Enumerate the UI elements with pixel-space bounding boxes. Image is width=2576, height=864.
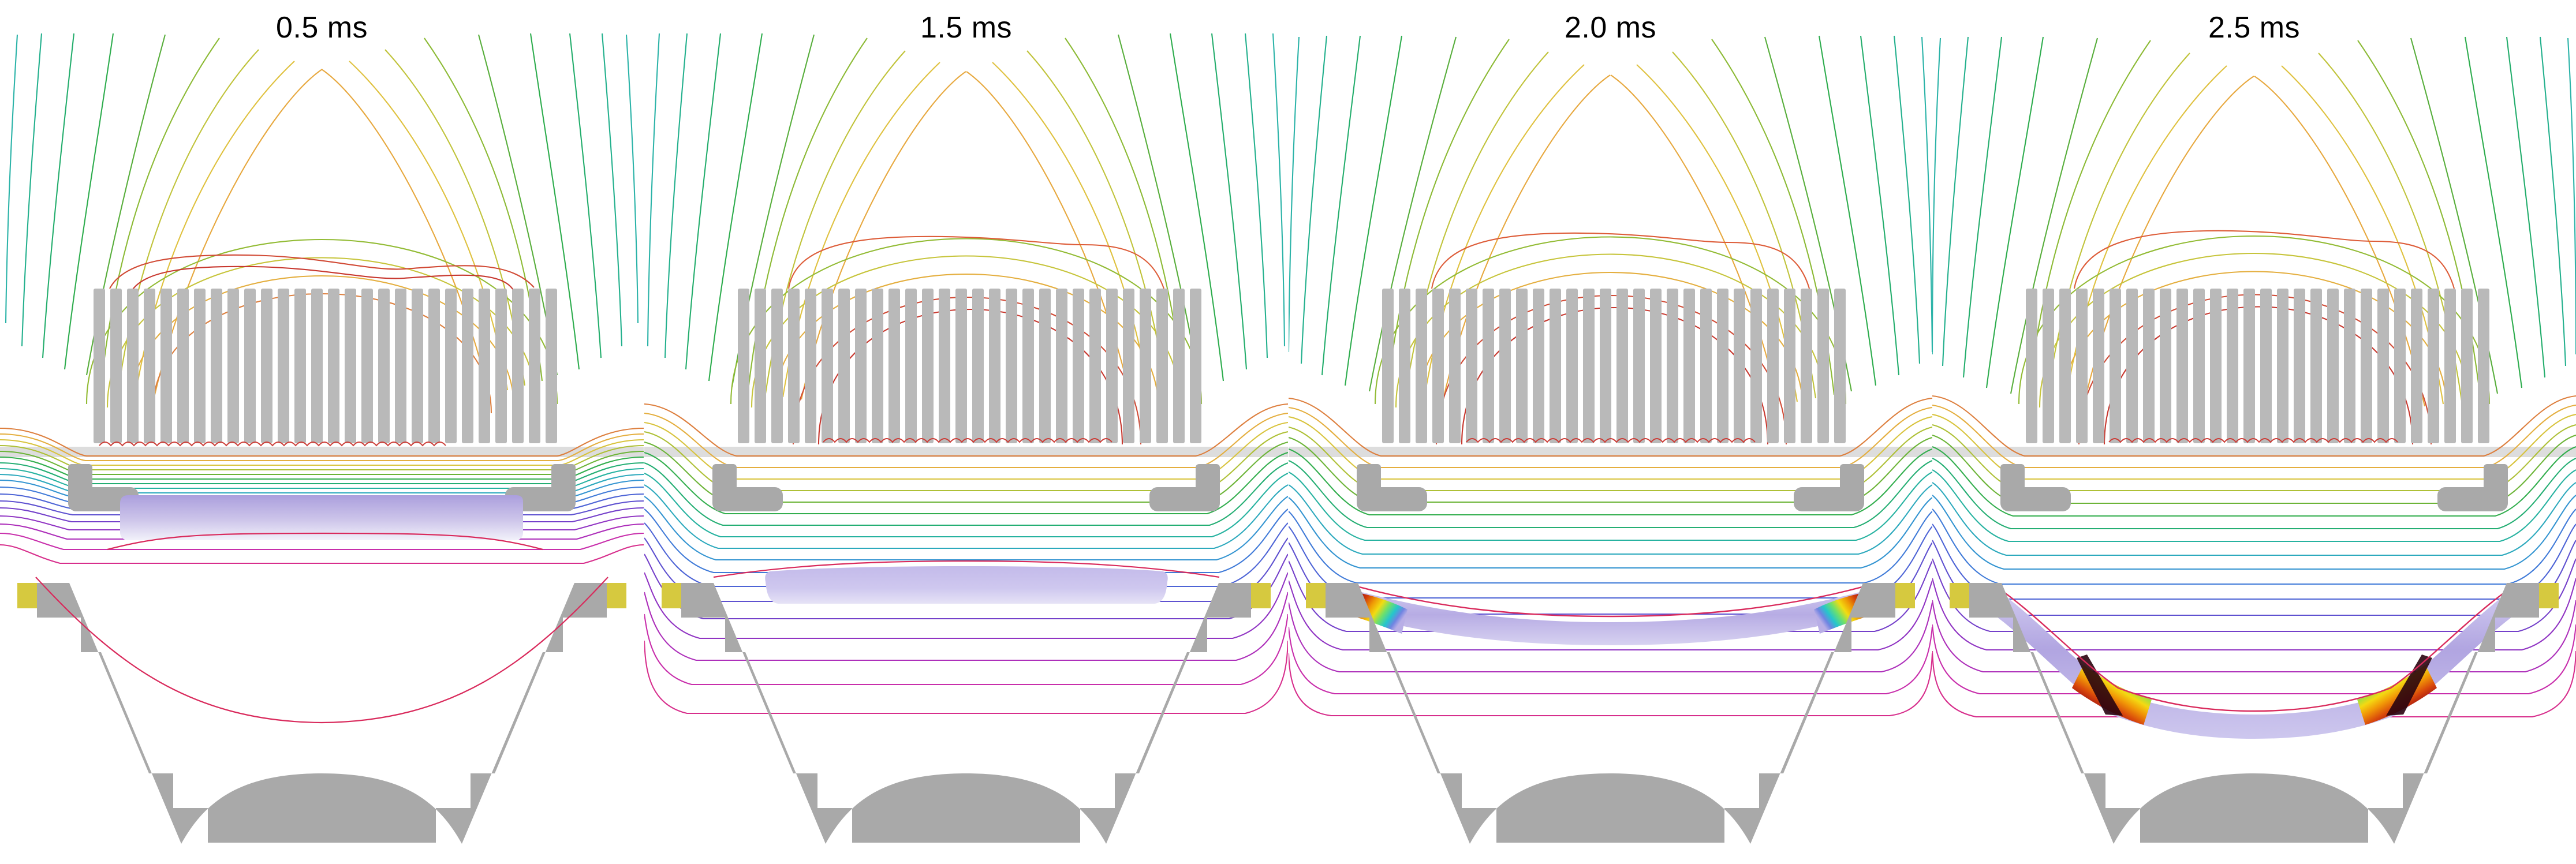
die-tab-left-1 [662,583,681,608]
die-tab-left-2 [1306,583,1326,608]
die-tab-right-1 [1251,583,1271,608]
contour-sheet-outline-1 [713,560,1220,578]
coil-conductors-0 [94,289,557,443]
panel-3: 2.5 ms [1932,0,2576,864]
panel-1: 1.5 ms [644,0,1288,864]
contour-sheet-outline-0 [107,532,543,551]
die-tab-left-0 [17,583,37,608]
clamp-blocks-1 [712,464,1220,511]
contour-ripple-2 [1466,438,1756,443]
die-body-2 [1326,583,1895,844]
insulation-band-3 [1932,447,2576,457]
clamp-blocks-2 [1357,464,1864,511]
die-tab-right-3 [2539,583,2559,608]
coil-conductors-2 [1382,289,1846,443]
contour-ripple-3 [2108,438,2398,443]
workpiece-sheet-3 [1990,590,2519,739]
workpiece-sheet-0 [120,495,523,540]
forming-die-2 [1306,583,1915,844]
contour-sheet-outline-3 [1992,583,2517,712]
panel-canvas-0 [0,33,644,844]
panel-title-2: 2.0 ms [1564,11,1657,44]
forming-die-0 [17,583,626,844]
die-body-0 [37,583,607,844]
die-body-1 [681,583,1251,844]
contour-ripple-0 [99,442,446,447]
insulation-band-2 [1289,447,1932,457]
die-tab-right-2 [1895,583,1915,608]
insulation-band-1 [644,447,1288,457]
panel-title-0: 0.5 ms [275,11,368,44]
clamp-blocks-3 [2000,464,2508,511]
panel-title-3: 2.5 ms [2208,11,2301,44]
insulation-band-0 [0,447,644,457]
clamp-blocks-0 [68,464,576,511]
die-tab-left-3 [1950,583,1969,608]
forming-die-3 [1950,583,2559,844]
coil-conductors-1 [738,289,1201,443]
contour-group-lower-2 [1289,397,1932,717]
panel-canvas-2 [1289,35,1932,844]
forming-die-1 [662,583,1271,844]
panel-0: 0.5 ms [0,0,644,864]
panel-title-1: 1.5 ms [920,11,1013,44]
contour-sheet-outline-2 [1348,583,1873,618]
coil-conductors-3 [2026,289,2489,443]
hot-core-left-3 [2077,654,2123,716]
panel-canvas-1 [644,33,1288,844]
contour-ripple-1 [823,438,1112,443]
hot-core-right-3 [2386,654,2432,716]
die-body-3 [1969,583,2539,844]
die-tab-right-0 [607,583,626,608]
panel-2: 2.0 ms [1289,0,1932,864]
panel-canvas-3 [1932,36,2576,844]
contour-die-0 [35,577,608,724]
workpiece-sheet-1 [765,566,1168,604]
contour-group-lower-3 [1932,395,2576,718]
